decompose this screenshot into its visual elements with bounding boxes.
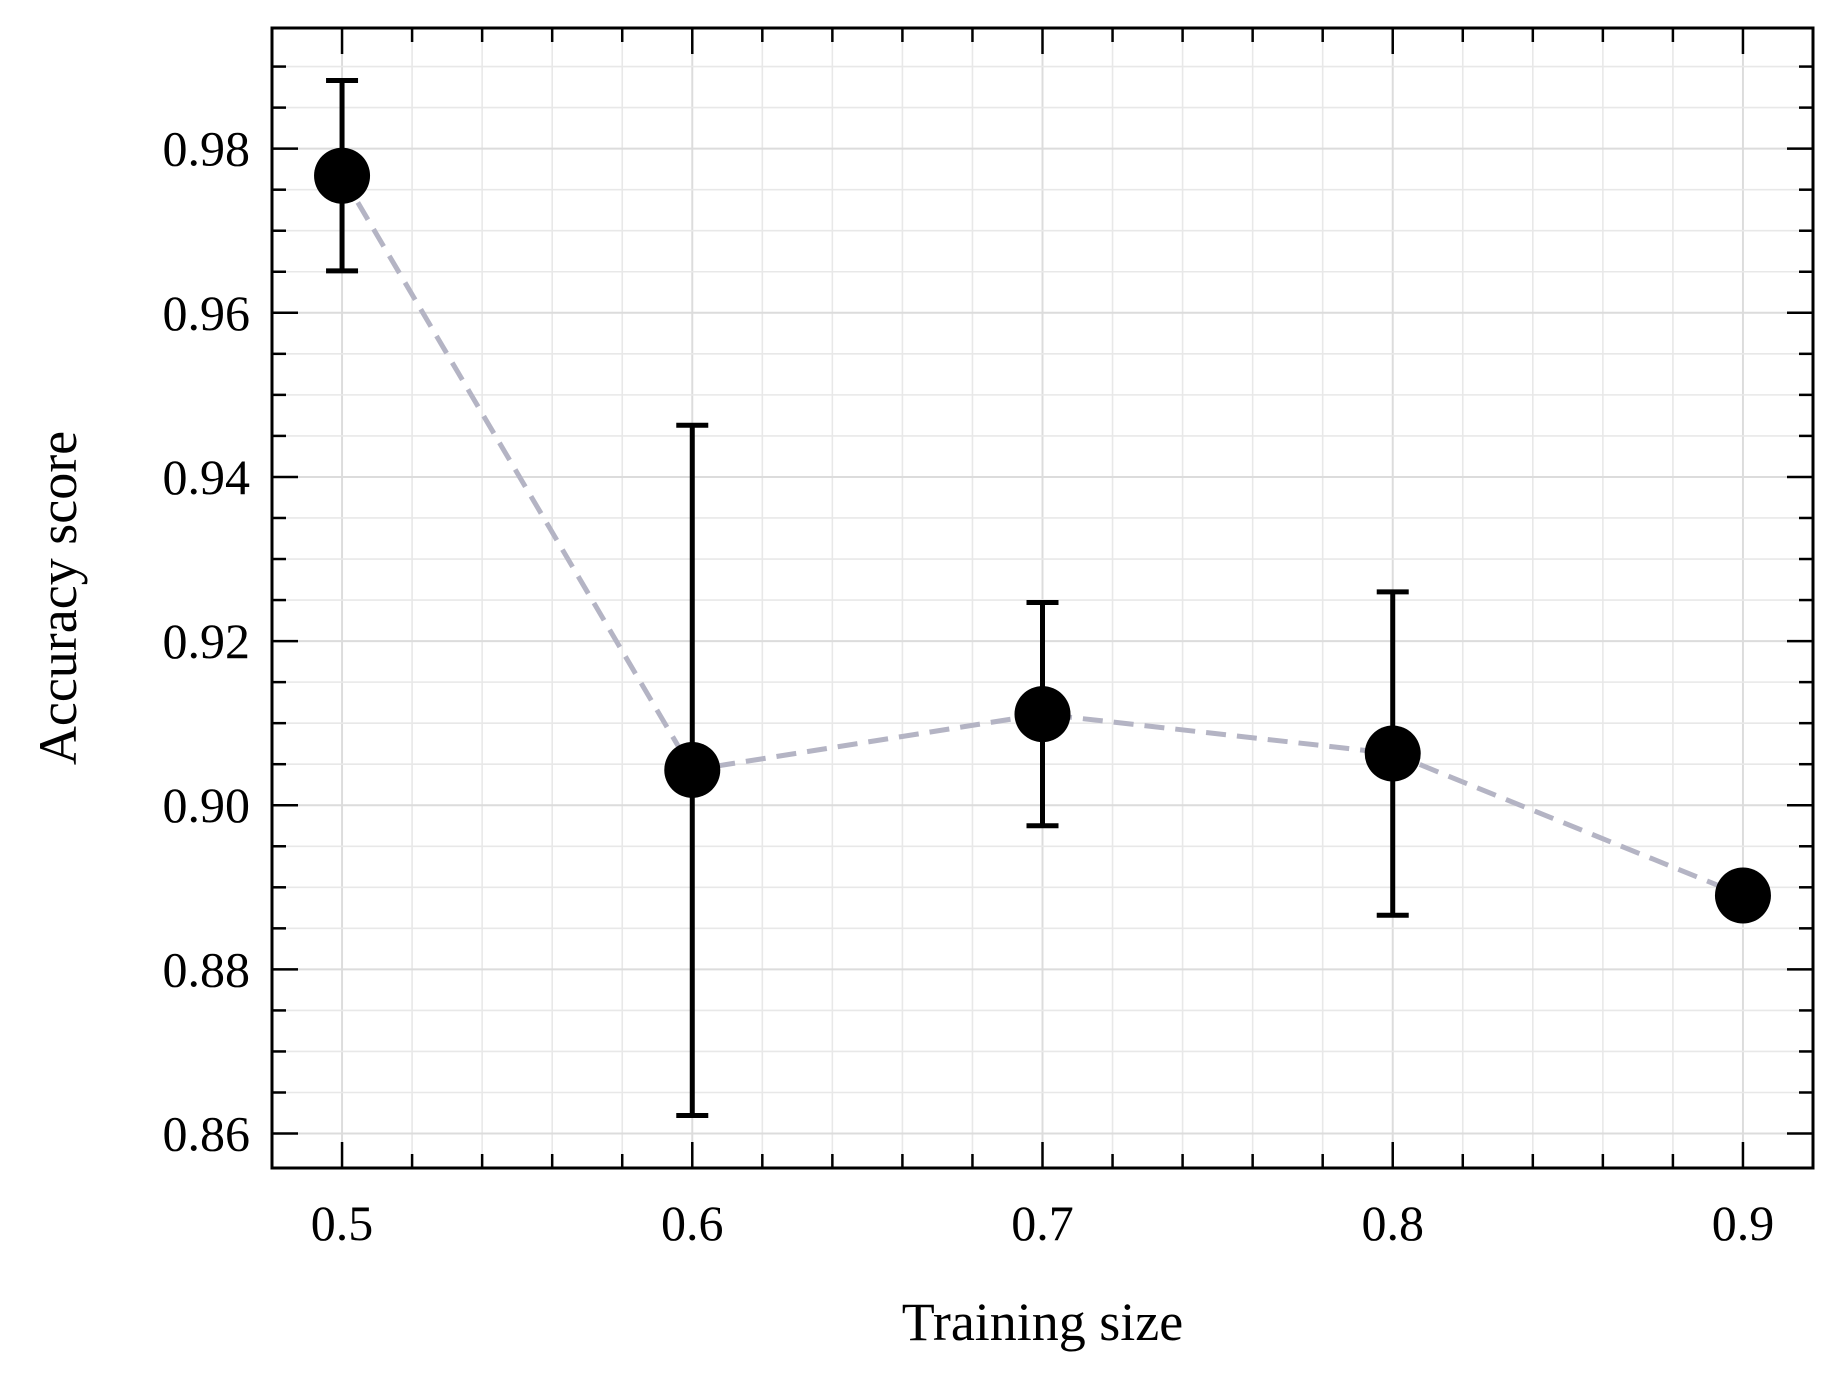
y-tick-label: 0.96 [163, 285, 251, 341]
y-axis-title: Accuracy score [28, 431, 88, 765]
plot-frame [270, 26, 1815, 1170]
x-tick-label: 0.7 [1011, 1195, 1074, 1251]
x-tick-label: 0.5 [311, 1195, 374, 1251]
plot-area [314, 78, 1771, 1118]
x-tick-label: 0.9 [1712, 1195, 1775, 1251]
y-tick-label: 0.86 [163, 1106, 251, 1162]
y-tick-label: 0.88 [163, 941, 251, 997]
y-tick-label: 0.98 [163, 121, 251, 177]
data-point [1014, 686, 1071, 743]
x-axis-title: Training size [902, 1292, 1184, 1352]
x-tick-label: 0.6 [661, 1195, 724, 1251]
grid [272, 28, 1813, 1168]
y-tick-label: 0.92 [163, 613, 251, 669]
x-tick-label: 0.8 [1361, 1195, 1424, 1251]
data-point [1714, 867, 1771, 924]
tick-labels: 0.5 0.6 0.7 0.8 0.9 0.86 0.88 0.90 0.92 0.94 0.96 0… [163, 121, 1775, 1251]
data-point [314, 147, 371, 204]
axis-ticks [272, 28, 1813, 1168]
y-tick-label: 0.90 [163, 777, 251, 833]
data-point [1364, 725, 1421, 782]
y-tick-label: 0.94 [163, 449, 251, 505]
series-line [339, 174, 1744, 898]
data-point [664, 741, 721, 798]
